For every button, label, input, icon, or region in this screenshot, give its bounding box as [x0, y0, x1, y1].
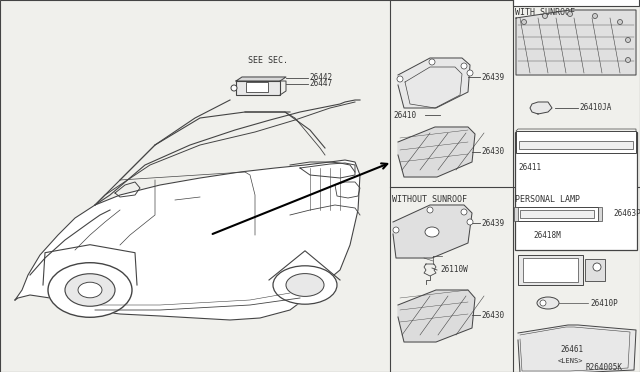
- Text: 26410P: 26410P: [590, 298, 618, 308]
- Text: 26410JA: 26410JA: [579, 103, 611, 112]
- Circle shape: [393, 227, 399, 233]
- Polygon shape: [530, 102, 552, 114]
- Bar: [585, 259, 605, 281]
- Text: WITHOUT SUNROOF: WITHOUT SUNROOF: [392, 195, 467, 204]
- Ellipse shape: [286, 273, 324, 296]
- Bar: [523, 258, 578, 282]
- Circle shape: [625, 58, 630, 62]
- Text: 26463P: 26463P: [613, 209, 640, 218]
- Circle shape: [461, 63, 467, 69]
- Polygon shape: [15, 160, 360, 320]
- Circle shape: [467, 70, 473, 76]
- Text: SEE SEC.: SEE SEC.: [248, 56, 288, 65]
- Bar: [516, 131, 636, 153]
- Circle shape: [522, 19, 527, 25]
- Text: WITH SUNROOF: WITH SUNROOF: [515, 8, 575, 17]
- Bar: [598, 207, 602, 221]
- Circle shape: [543, 13, 547, 19]
- Circle shape: [231, 85, 237, 91]
- Bar: [515, 132, 637, 250]
- Circle shape: [467, 219, 473, 225]
- Text: 26430: 26430: [481, 148, 504, 157]
- Bar: [236, 81, 280, 95]
- Text: 26110W: 26110W: [440, 266, 468, 275]
- Polygon shape: [398, 58, 470, 108]
- Circle shape: [429, 59, 435, 65]
- Circle shape: [568, 12, 573, 16]
- Text: R264005K: R264005K: [585, 363, 622, 372]
- Ellipse shape: [65, 274, 115, 306]
- Text: 26439: 26439: [481, 218, 504, 228]
- Bar: [518, 255, 583, 285]
- Ellipse shape: [540, 300, 546, 306]
- Bar: [516, 207, 598, 221]
- Ellipse shape: [425, 227, 439, 237]
- Text: 26461: 26461: [560, 346, 583, 355]
- Polygon shape: [398, 290, 475, 342]
- Text: 26447: 26447: [309, 80, 332, 89]
- Ellipse shape: [78, 282, 102, 298]
- Bar: [246, 82, 268, 92]
- Circle shape: [397, 76, 403, 82]
- Polygon shape: [516, 10, 636, 75]
- Text: 26411: 26411: [518, 164, 541, 173]
- Polygon shape: [398, 127, 475, 177]
- Circle shape: [427, 207, 433, 213]
- Bar: [514, 207, 518, 221]
- Polygon shape: [236, 77, 286, 81]
- Circle shape: [461, 209, 467, 215]
- Polygon shape: [393, 205, 472, 258]
- Circle shape: [593, 13, 598, 19]
- Ellipse shape: [537, 297, 559, 309]
- Text: <LENS>: <LENS>: [558, 358, 584, 364]
- Circle shape: [625, 38, 630, 42]
- Text: 26410: 26410: [393, 110, 416, 119]
- Polygon shape: [518, 325, 636, 372]
- Bar: [513, 0, 639, 6]
- Text: 26430: 26430: [481, 311, 504, 320]
- Bar: [519, 141, 633, 149]
- Ellipse shape: [48, 263, 132, 317]
- Ellipse shape: [273, 266, 337, 304]
- Circle shape: [593, 263, 601, 271]
- Text: 26439: 26439: [481, 73, 504, 81]
- Bar: [520, 210, 594, 218]
- Text: 26418M: 26418M: [533, 231, 561, 240]
- Text: 26442: 26442: [309, 74, 332, 83]
- Circle shape: [618, 19, 623, 25]
- Text: PERSONAL LAMP: PERSONAL LAMP: [515, 195, 580, 204]
